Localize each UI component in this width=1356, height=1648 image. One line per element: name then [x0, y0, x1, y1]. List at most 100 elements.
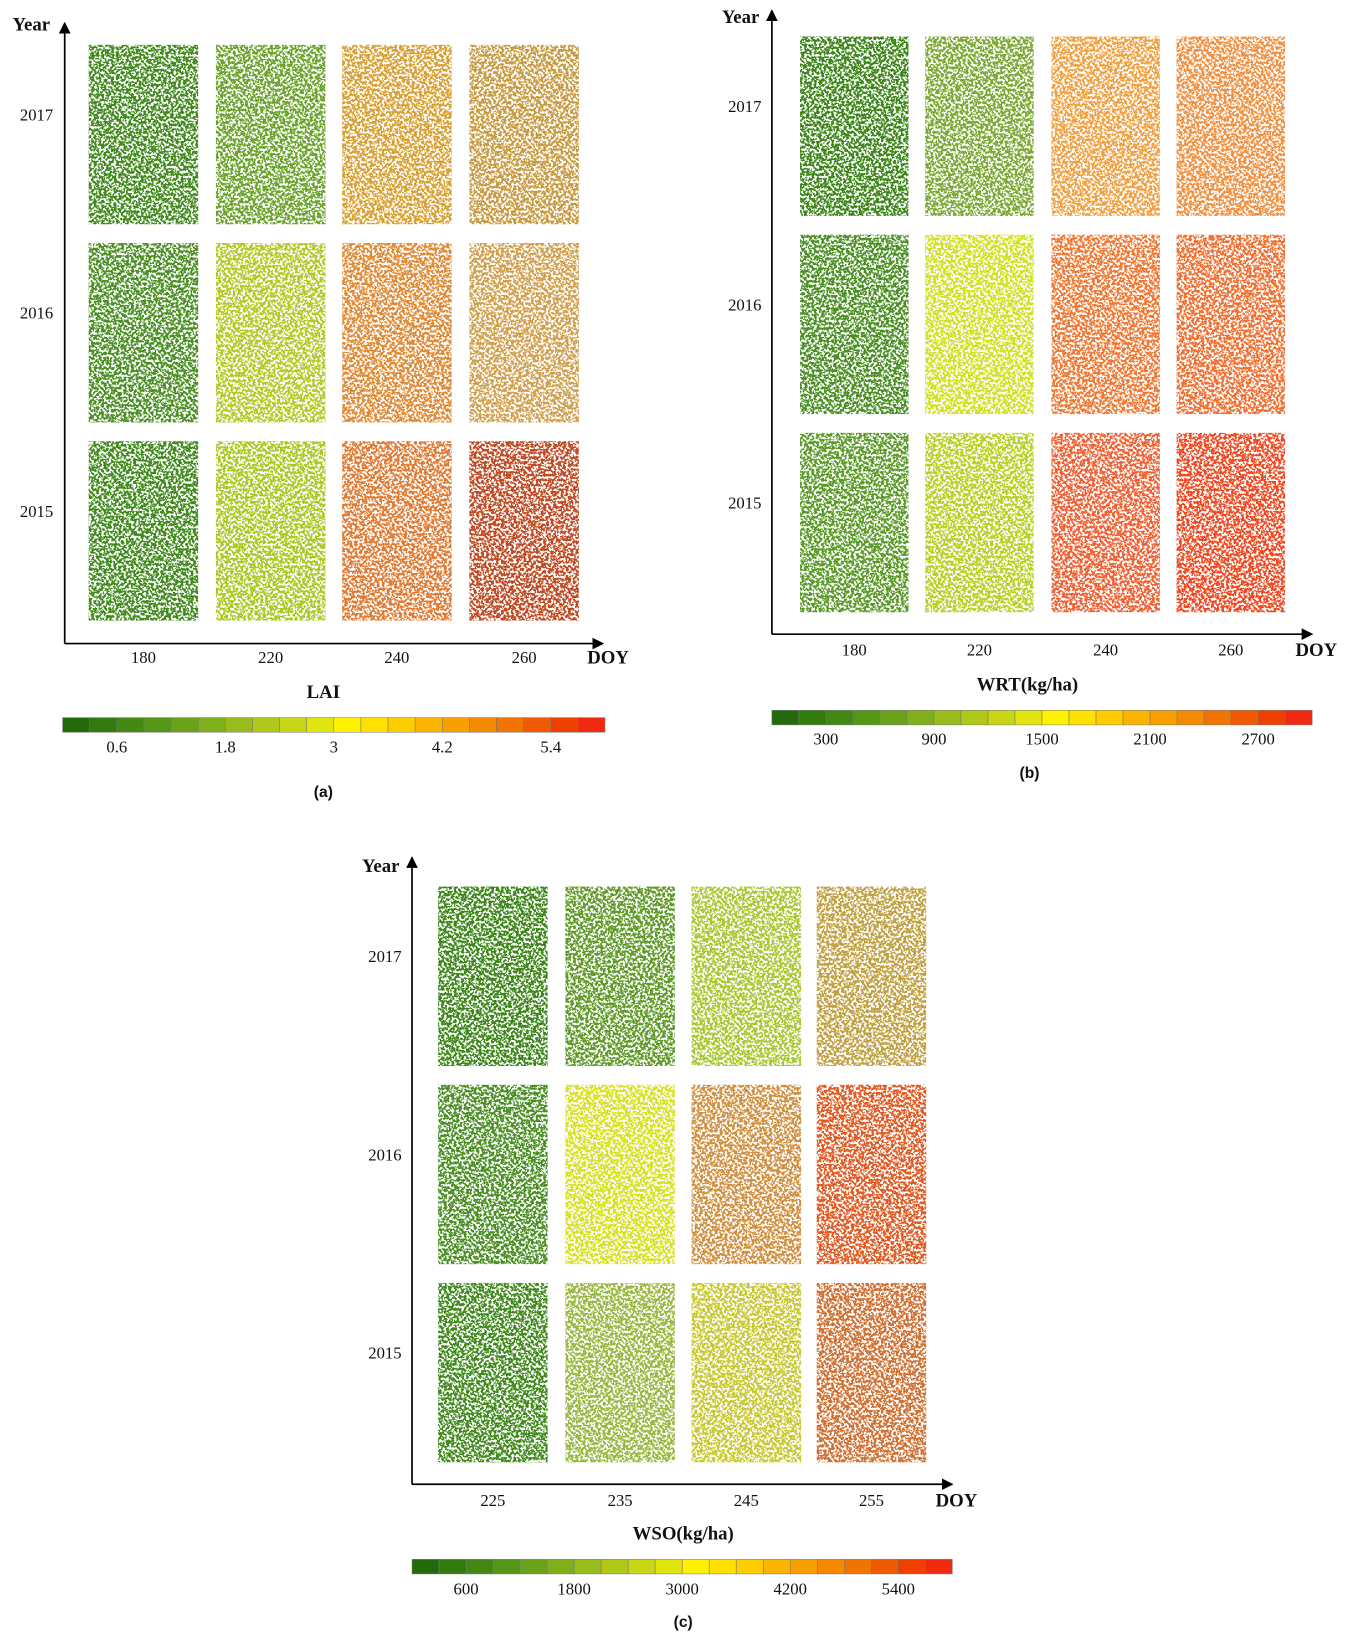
colorbar-segment [826, 710, 853, 725]
colorbar-segment [763, 1559, 790, 1574]
colorbar-segment [524, 718, 551, 733]
map-tile [342, 441, 452, 620]
colorbar-segment [574, 1559, 601, 1574]
map-tile [692, 887, 802, 1066]
colorbar-segment [547, 1559, 574, 1574]
colorbar-segment [388, 718, 415, 733]
colorbar-segment [493, 1559, 520, 1574]
x-axis-label: DOY [1295, 640, 1337, 661]
colorbar-segment [117, 718, 144, 733]
doy-label: 260 [1218, 641, 1243, 660]
map-tile [216, 45, 326, 224]
doy-label: 220 [967, 641, 992, 660]
colorbar-segment [844, 1559, 871, 1574]
colorbar-tick-label: 3000 [666, 1579, 699, 1598]
x-axis-label: DOY [936, 1490, 978, 1511]
colorbar-segment [907, 710, 934, 725]
year-label: 2017 [728, 97, 761, 116]
y-axis-label: Year [13, 14, 51, 35]
colorbar-tick-label: 2700 [1241, 729, 1274, 748]
colorbar-tick-label: 900 [921, 729, 946, 748]
colorbar-segment [198, 718, 225, 733]
colorbar-segment [871, 1559, 898, 1574]
year-label: 2017 [20, 105, 53, 124]
colorbar-segment [466, 1559, 493, 1574]
colorbar-tick-label: 4200 [774, 1579, 807, 1598]
map-tile [1177, 235, 1285, 414]
map-tile [1051, 37, 1159, 216]
map-tile [817, 1283, 927, 1462]
y-axis-label: Year [722, 7, 760, 28]
doy-label: 235 [608, 1491, 633, 1510]
colorbar-segment [171, 718, 198, 733]
colorbar-segment [736, 1559, 763, 1574]
colorbar-segment [898, 1559, 925, 1574]
colorbar-segment [682, 1559, 709, 1574]
year-label: 2016 [368, 1145, 401, 1164]
colorbar-segment [961, 710, 988, 725]
map-tile [800, 235, 908, 414]
colorbar-tick-label: 5400 [882, 1579, 915, 1598]
doy-label: 255 [859, 1491, 884, 1510]
map-tile [800, 433, 908, 612]
doy-label: 240 [384, 648, 409, 667]
colorbar-segment [578, 718, 605, 733]
map-tile [1177, 37, 1285, 216]
colorbar-tick-label: 1800 [557, 1579, 590, 1598]
map-tile [216, 243, 326, 422]
panel-caption: (a) [314, 784, 333, 801]
x-axis-label: DOY [587, 648, 629, 669]
colorbar-segment [90, 718, 117, 733]
colorbar-segment [439, 1559, 466, 1574]
doy-label: 220 [258, 648, 283, 667]
colorbar-tick-label: 0.6 [106, 738, 127, 757]
colorbar-tick-label: 1500 [1025, 729, 1058, 748]
map-tile [89, 441, 199, 620]
colorbar-segment [497, 718, 524, 733]
colorbar-segment [334, 718, 361, 733]
colorbar-segment [1096, 710, 1123, 725]
map-tile [565, 1085, 675, 1264]
panel-caption: (c) [674, 1614, 693, 1631]
map-tile [1177, 433, 1285, 612]
map-tile [800, 37, 908, 216]
colorbar-segment [361, 718, 388, 733]
colorbar-segment [1204, 710, 1231, 725]
panel-caption: (b) [1020, 765, 1040, 782]
colorbar-segment [1069, 710, 1096, 725]
colorbar-tick-label: 1.8 [215, 738, 236, 757]
doy-label: 180 [131, 648, 156, 667]
map-tile [817, 1085, 927, 1264]
colorbar-segment [934, 710, 961, 725]
colorbar-segment [551, 718, 578, 733]
colorbar-segment [709, 1559, 736, 1574]
year-label: 2016 [728, 295, 761, 314]
figure: YearDOY201720162015180220240260LAI0.61.8… [0, 0, 1356, 1648]
colorbar-segment [307, 718, 334, 733]
year-label: 2015 [20, 502, 53, 521]
colorbar-segment [412, 1559, 439, 1574]
year-label: 2017 [368, 947, 401, 966]
map-tile [438, 1085, 548, 1264]
map-tile [925, 433, 1033, 612]
colorbar-segment [880, 710, 907, 725]
map-tile [565, 1283, 675, 1462]
map-tile [342, 243, 452, 422]
page: {"colorbar_colors": ["#236b0a","#327a0e"… [0, 0, 1356, 1648]
colorbar-segment [415, 718, 442, 733]
map-tile [469, 441, 579, 620]
doy-label: 180 [842, 641, 867, 660]
map-tile [925, 37, 1033, 216]
colorbar-title: WSO(kg/ha) [633, 1524, 734, 1545]
colorbar-segment [655, 1559, 682, 1574]
colorbar-segment [853, 710, 880, 725]
colorbar-segment [520, 1559, 547, 1574]
colorbar-segment [1258, 710, 1285, 725]
map-tile [565, 887, 675, 1066]
colorbar-segment [772, 710, 799, 725]
colorbar-segment [817, 1559, 844, 1574]
map-tile [469, 243, 579, 422]
colorbar-segment [1285, 710, 1312, 725]
colorbar-title: WRT(kg/ha) [977, 675, 1079, 696]
year-label: 2016 [20, 304, 53, 323]
